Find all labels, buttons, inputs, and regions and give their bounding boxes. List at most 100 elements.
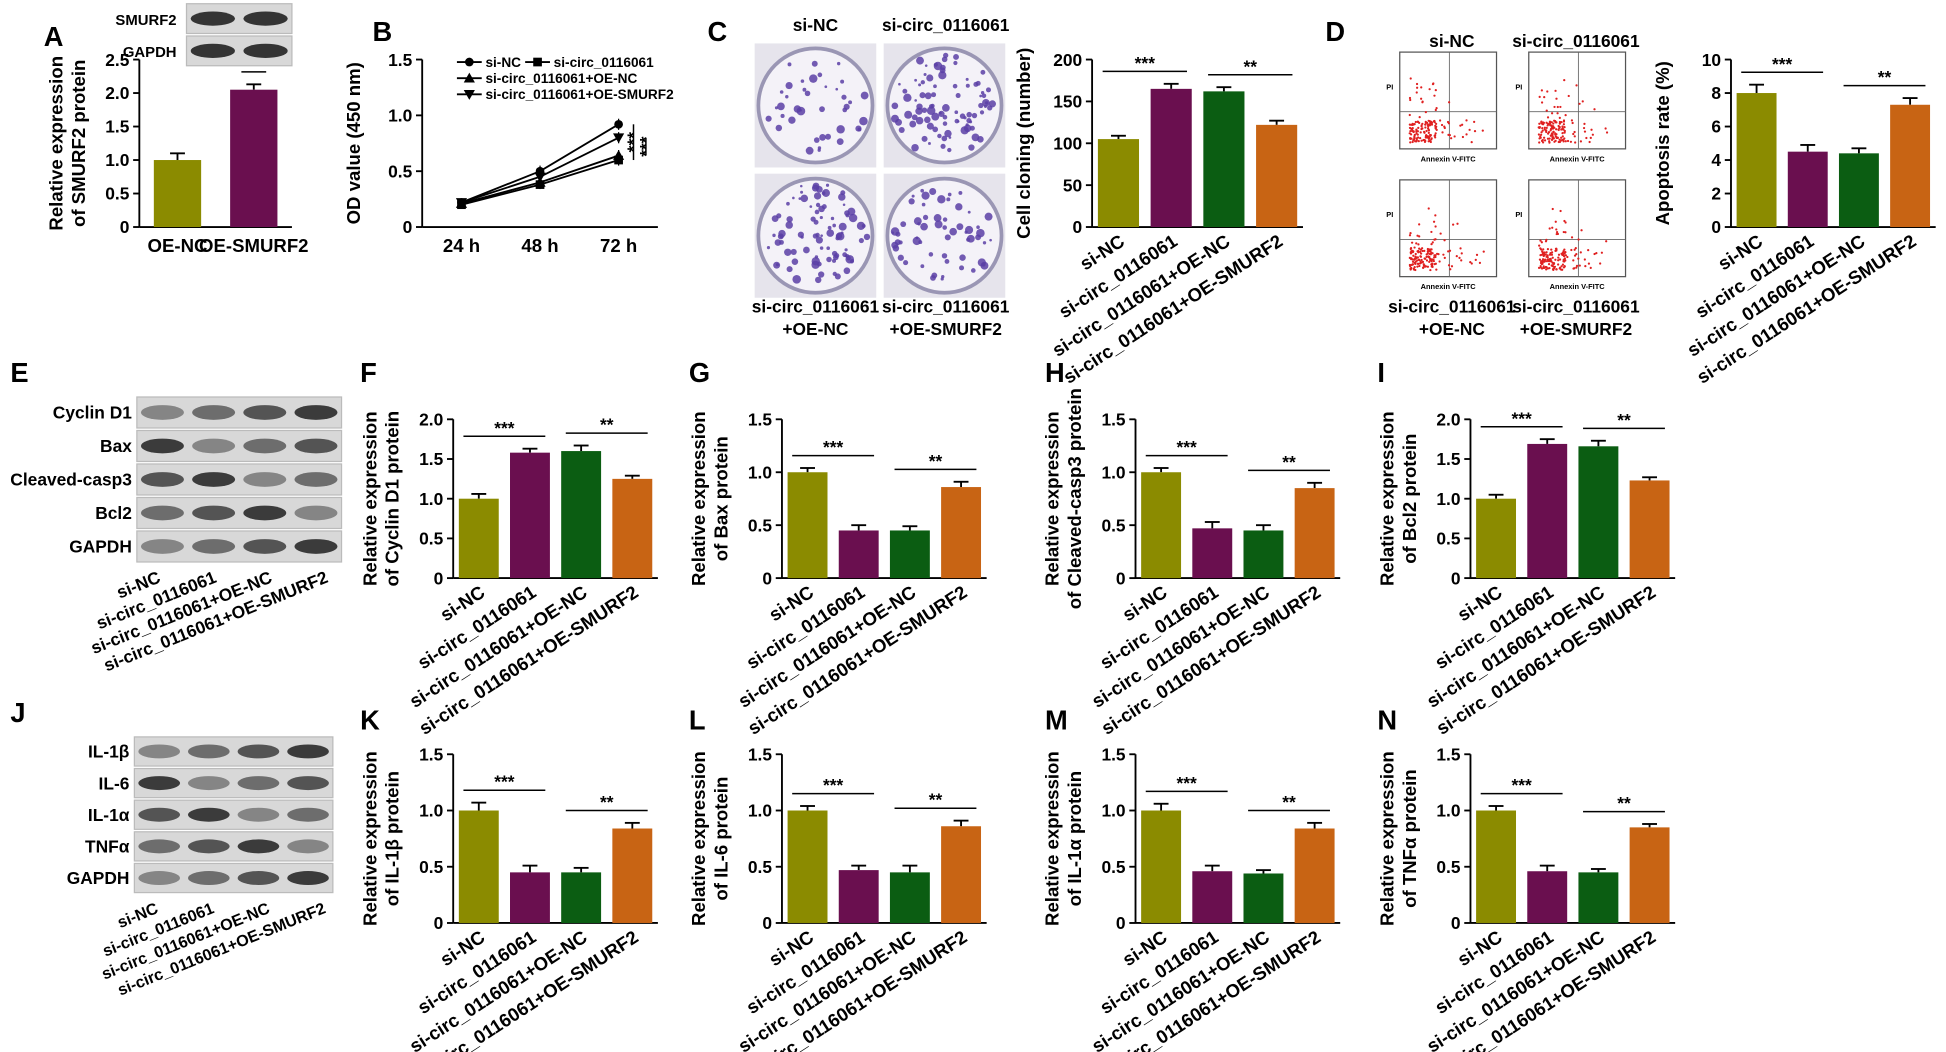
image-label: +OE-NC [782,319,849,339]
event [1412,138,1415,141]
colony [900,221,907,228]
event [1414,262,1417,266]
y-tick-label: 10 [1702,50,1721,70]
event [1542,123,1545,126]
colony [922,214,929,221]
colony [802,87,807,92]
significance-label: *** [823,437,844,457]
colony [921,191,930,200]
colony [863,233,871,241]
colony [777,102,785,111]
colony [793,105,802,113]
y-tick-label: 1.5 [419,744,443,764]
event [1552,130,1555,133]
flow-x-label: Annexin V-FITC [1421,154,1477,163]
event [1417,258,1421,261]
event [1593,108,1596,111]
colony [832,223,837,228]
event [1572,259,1575,262]
event [1410,123,1413,126]
blot-band [138,839,181,854]
event [1560,139,1563,142]
colony [960,126,969,135]
y-tick-label: 1.5 [748,410,772,430]
colony [859,116,868,126]
y-tick-label: 2.0 [419,410,443,430]
event [1420,258,1423,262]
y-tick-label: 0 [1116,913,1126,933]
event [1443,239,1446,242]
event [1424,265,1427,268]
colony [772,233,776,238]
significance-label: ** [1244,56,1258,76]
event [1416,265,1419,268]
panel-label: H [1045,357,1065,388]
blot-band [187,744,230,759]
event [1539,248,1543,251]
image-label: si-circ_0116061 [752,297,880,317]
event [1605,131,1609,134]
y-tick-label: 50 [1063,175,1082,195]
colony [827,225,832,230]
event [1438,260,1441,263]
event [1428,260,1431,264]
colony [813,137,820,143]
event [1553,119,1556,122]
colony [785,81,793,90]
event [1442,253,1445,256]
event [1546,90,1549,93]
y-axis-label: Relative expression [688,751,709,926]
colony [971,268,976,273]
flow-y-label: PI [1515,82,1522,91]
colony [897,254,904,261]
bar [561,872,602,923]
colony [786,266,793,273]
blot-band [294,505,338,521]
colony [984,212,993,221]
event [1540,139,1544,142]
event [1413,136,1416,140]
event [1423,257,1426,260]
bar [1256,124,1298,228]
y-tick-label: 1.5 [748,744,772,764]
colony [834,252,840,259]
event [1541,258,1545,261]
legend-label: si-circ_0116061+OE-NC [485,71,637,86]
event [1433,94,1436,97]
event [1426,121,1429,125]
bar [458,810,499,923]
panel-label: G [689,357,710,388]
event [1550,112,1554,115]
event [1411,260,1415,263]
event [1417,126,1420,130]
event [1427,125,1430,128]
event [1600,251,1603,254]
event [1434,255,1437,259]
y-axis-label: Relative expression [1377,751,1398,926]
event [1420,97,1423,100]
colony [915,107,923,115]
significance-label: ** [1282,792,1296,812]
event [1545,126,1548,129]
event [1414,255,1417,258]
blot-band [287,776,329,791]
event [1564,140,1567,143]
event [1544,240,1548,243]
colony [976,225,980,229]
event [1560,128,1563,131]
event [1426,265,1430,268]
colony [898,126,905,133]
colony [815,185,823,193]
colony [861,223,866,228]
colony [965,83,970,88]
y-tick-label: 0 [1451,913,1461,933]
panel-label: F [360,357,377,388]
y-tick-label: 2.0 [105,83,129,103]
colony [958,190,963,195]
event [1554,220,1557,223]
event [1411,263,1414,266]
event [1419,131,1422,134]
y-tick-label: 0.5 [1101,515,1125,535]
event [1540,131,1543,134]
y-tick-label: 0 [434,568,444,588]
